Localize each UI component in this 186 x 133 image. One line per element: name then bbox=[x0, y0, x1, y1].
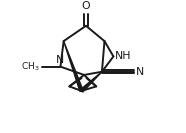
Polygon shape bbox=[80, 72, 102, 92]
Text: N: N bbox=[56, 55, 64, 65]
Text: N: N bbox=[136, 67, 144, 77]
Text: NH: NH bbox=[115, 51, 132, 61]
Polygon shape bbox=[64, 41, 83, 92]
Text: CH$_3$: CH$_3$ bbox=[21, 60, 40, 73]
Text: O: O bbox=[82, 1, 90, 11]
